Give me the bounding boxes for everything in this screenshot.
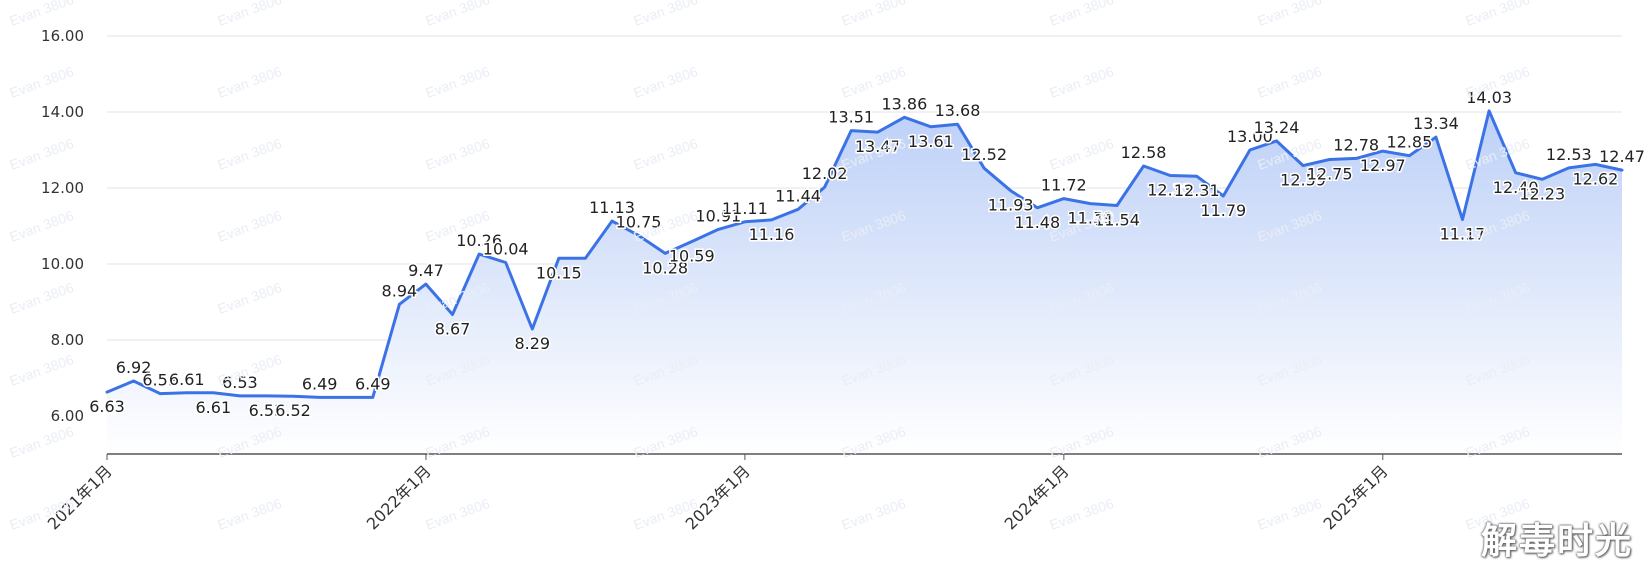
- data-label: 12.02: [802, 164, 848, 183]
- data-label: 12.40: [1493, 178, 1539, 197]
- data-label: 6.63: [89, 397, 125, 416]
- data-label: 13.86: [881, 94, 927, 113]
- data-label: 13.00: [1227, 127, 1273, 146]
- data-label: 11.17: [1440, 225, 1486, 244]
- x-tick-label: 2023年1月: [682, 461, 754, 533]
- x-tick-label: 2021年1月: [44, 461, 116, 533]
- data-label: 10.26: [456, 231, 502, 250]
- data-label: 12.78: [1333, 135, 1379, 154]
- data-label: 12.23: [1519, 184, 1565, 203]
- data-label: 12.59: [1280, 171, 1326, 190]
- data-label: 10.15: [536, 263, 582, 282]
- data-label: 10.28: [642, 258, 688, 277]
- data-label: 11.59: [1068, 209, 1114, 228]
- data-label: 10.59: [669, 247, 715, 266]
- area-fill-path: [107, 110, 1622, 455]
- data-label: 8.67: [435, 320, 471, 339]
- data-label: 11.54: [1094, 210, 1140, 229]
- data-label: 11.93: [988, 196, 1034, 215]
- x-tick-label: 2025年1月: [1320, 461, 1392, 533]
- series-line-path: [105, 109, 1624, 399]
- data-label: 12.97: [1360, 156, 1406, 175]
- data-label: 11.16: [749, 225, 795, 244]
- data-label: 6.53: [222, 373, 258, 392]
- data-label: 12.62: [1573, 169, 1619, 188]
- data-label: 12.52: [961, 145, 1007, 164]
- data-label: 13.47: [855, 137, 901, 156]
- data-label: 13.51: [828, 108, 874, 127]
- data-label: 11.44: [775, 186, 821, 205]
- y-tick-label: 6.00: [51, 407, 84, 425]
- data-label: 13.61: [908, 132, 954, 151]
- data-label: 14.03: [1466, 88, 1512, 107]
- x-tick-label: 2024年1月: [1001, 461, 1073, 533]
- watermark-corner-text: 解毒时光: [1480, 521, 1633, 562]
- data-label: 12.58: [1121, 143, 1167, 162]
- y-tick-label: 12.00: [41, 179, 84, 197]
- data-label: 12.47: [1599, 147, 1645, 166]
- data-label: 11.79: [1200, 201, 1246, 220]
- data-label: 6.49: [355, 374, 391, 393]
- data-label: 6.61: [169, 370, 205, 389]
- y-tick-label: 10.00: [41, 255, 84, 273]
- data-label: 8.29: [514, 334, 550, 353]
- data-label: 11.72: [1041, 176, 1087, 195]
- data-label: 6.53: [249, 401, 285, 420]
- data-label: 6.49: [302, 374, 338, 393]
- data-label: 12.75: [1307, 165, 1353, 184]
- data-label: 6.59: [142, 371, 178, 390]
- data-label: 9.47: [408, 261, 444, 280]
- data-label: 10.75: [616, 213, 662, 232]
- data-label: 12.53: [1546, 145, 1592, 164]
- data-label: 10.04: [483, 239, 529, 258]
- data-label: 11.11: [722, 199, 768, 218]
- data-label: 13.68: [935, 101, 981, 120]
- y-tick-label: 8.00: [51, 331, 84, 349]
- data-label: 13.34: [1413, 114, 1459, 133]
- data-label: 6.92: [116, 358, 152, 377]
- data-labels: 6.636.926.596.616.616.536.536.526.49 6.49…: [88, 86, 1647, 421]
- x-axis: 2021年1月 2022年1月 2023年1月 2024年1月 2025年1月: [44, 453, 1622, 533]
- y-axis: 6.00 8.00 10.00 12.00 14.00 16.00: [41, 27, 84, 425]
- series-line: [105, 109, 1624, 399]
- data-label: 8.94: [382, 281, 418, 300]
- data-label: 12.33: [1147, 180, 1193, 199]
- data-label: 12.85: [1386, 133, 1432, 152]
- data-label: 13.24: [1254, 118, 1300, 137]
- x-tick-label: 2022年1月: [363, 461, 435, 533]
- data-label: 12.31: [1174, 181, 1220, 200]
- y-tick-label: 16.00: [41, 27, 84, 45]
- data-label: 6.52: [275, 401, 311, 420]
- data-label: 10.91: [695, 206, 741, 225]
- data-label: 11.48: [1014, 213, 1060, 232]
- y-tick-label: 14.00: [41, 103, 84, 121]
- area-fill: [107, 110, 1622, 455]
- data-label: 6.61: [196, 398, 232, 417]
- data-label: 11.13: [589, 198, 635, 217]
